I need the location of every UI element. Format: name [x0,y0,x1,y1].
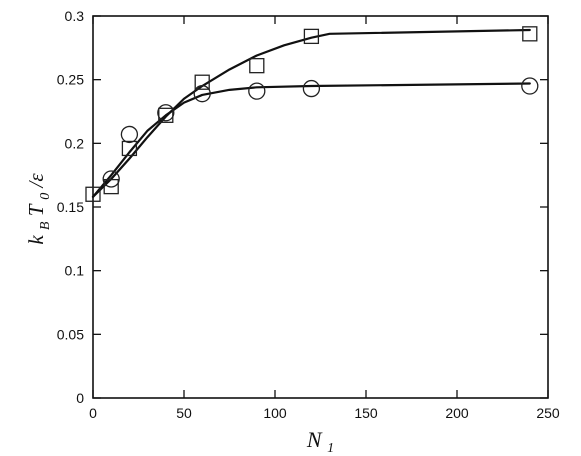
y-tick-label: 0.05 [57,326,84,342]
x-tick-label: 250 [536,405,560,421]
data-point-circle [248,82,266,100]
x-axis-title-sub: 1 [327,441,334,456]
x-tick-label: 0 [89,405,97,421]
y-tick-label: 0.2 [65,135,85,151]
x-tick-labels: 0 50 100 150 200 250 [89,405,560,421]
data-point-circle [521,77,539,95]
y-axis-title-main: T [24,203,48,216]
data-point-circle [157,104,175,122]
data-point-circle [120,125,139,144]
data-point-square [103,178,119,195]
data-point-square [121,140,138,157]
x-tick-label: 50 [176,405,192,421]
data-point-square [85,186,101,202]
y-axis-title-prefix: k [24,235,48,245]
x-tick-label: 100 [263,405,287,421]
data-point-square [522,26,538,42]
data-point-circle [193,85,211,103]
y-axis-title-suffix: /ε [24,173,48,189]
y-axis-title: k B T 0 /ε [24,173,54,245]
x-axis-title-main: N [306,427,323,452]
y-tick-label: 0.3 [65,8,85,24]
x-tick-label: 150 [354,405,378,421]
data-point-circle [102,170,120,188]
y-axis-title-prefix-sub: B [38,221,53,230]
fit-line-circle [91,82,531,198]
y-tick-labels: 0 0.05 0.1 0.15 0.2 0.25 0.3 [57,8,84,406]
y-tick-label: 0.25 [57,72,84,88]
data-point-square [249,58,265,74]
data-point-square [194,74,210,90]
data-point-square [303,28,320,45]
data-point-circle [302,79,321,98]
x-axis-title: N 1 [306,427,334,456]
y-tick-label: 0 [76,390,84,406]
y-axis-title-main-sub: 0 [38,193,53,200]
series-markers [85,26,539,202]
x-tick-label: 200 [445,405,469,421]
y-tick-label: 0.1 [65,263,85,279]
y-tick-label: 0.15 [57,199,84,215]
x-ticks [92,16,549,398]
y-ticks [93,15,548,399]
plot-frame [92,15,549,399]
